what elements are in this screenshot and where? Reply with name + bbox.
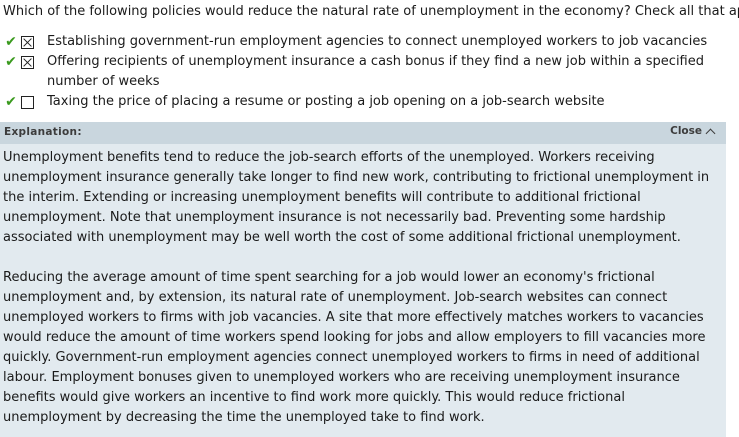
chevron-up-icon (705, 128, 716, 138)
option-label: Taxing the price of placing a resume or … (47, 94, 605, 109)
question-text: Which of the following policies would re… (3, 4, 739, 19)
option-label: Establishing government-run employment a… (47, 34, 708, 49)
correct-check-icon: ✔ (5, 94, 17, 110)
options-list: ✔ Establishing government-run employment… (0, 32, 739, 112)
explanation-paragraph: Unemployment benefits tend to reduce the… (3, 150, 710, 245)
checkbox-unchecked[interactable] (21, 96, 34, 109)
option-3[interactable]: ✔ Taxing the price of placing a resume o… (0, 92, 739, 112)
correct-check-icon: ✔ (5, 54, 17, 70)
explanation-title: Explanation: (4, 126, 82, 138)
correct-check-icon: ✔ (5, 34, 17, 50)
option-2[interactable]: ✔ Offering recipients of unemployment in… (0, 52, 739, 92)
explanation-body: Unemployment benefits tend to reduce the… (3, 148, 725, 437)
close-label: Close (670, 125, 702, 137)
checkbox-checked[interactable] (21, 56, 34, 69)
checkbox-checked[interactable] (21, 36, 34, 49)
option-label: Offering recipients of unemployment insu… (47, 54, 704, 89)
close-button[interactable]: Close (670, 125, 716, 138)
explanation-header: Explanation: Close (0, 122, 726, 144)
explanation-panel: Explanation: Close Unemployment benefits… (0, 122, 726, 437)
option-1[interactable]: ✔ Establishing government-run employment… (0, 32, 739, 52)
explanation-paragraph: Reducing the average amount of time spen… (3, 270, 706, 425)
